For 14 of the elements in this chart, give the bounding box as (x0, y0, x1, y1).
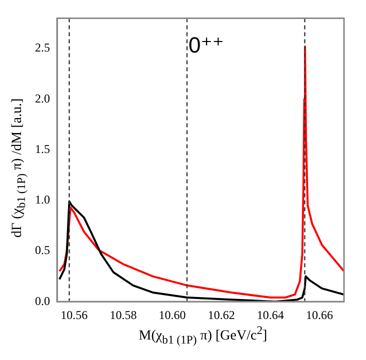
x-tick-label: 10.56 (60, 308, 88, 322)
y-tick-label: 1.5 (35, 142, 50, 156)
x-tick-label: 10.64 (256, 308, 284, 322)
x-tick-label: 10.58 (110, 308, 137, 322)
x-tick-label: 10.66 (306, 308, 333, 322)
y-tick-label: 0.0 (35, 294, 50, 308)
y-tick-label: 2.0 (35, 91, 50, 106)
y-tick-label: 2.5 (35, 40, 50, 55)
y-tick-label: 1.0 (35, 192, 50, 207)
x-tick-label: 10.62 (208, 308, 235, 322)
x-tick-label: 10.60 (158, 308, 186, 322)
x-axis-title: M(χ$_{b1 (1P)}$ π) [GeV/c$^{2}$] (138, 322, 268, 348)
annotation: 0⁺⁺ (188, 32, 224, 58)
y-tick-label: 0.5 (35, 243, 50, 258)
